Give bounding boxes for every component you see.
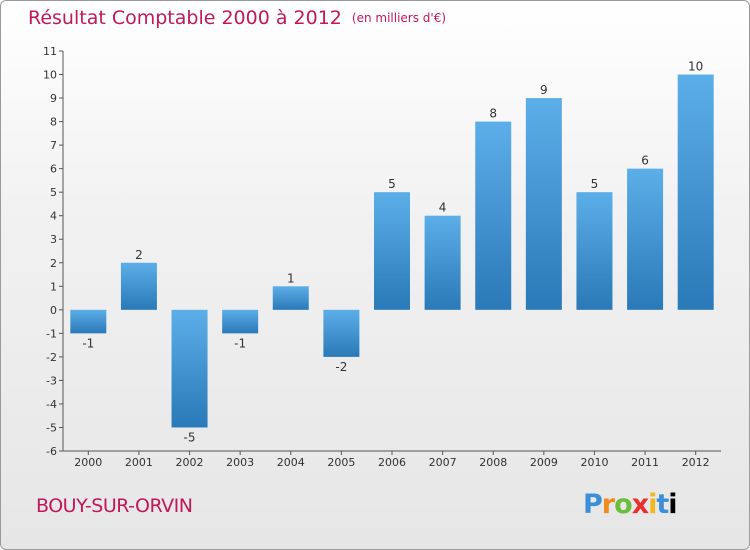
bar — [677, 74, 714, 310]
chart-title-text: Résultat Comptable 2000 à 2012 — [28, 7, 342, 29]
x-tick-label: 2000 — [74, 456, 102, 469]
data-label: 4 — [439, 201, 447, 215]
data-label: 2 — [135, 248, 143, 262]
bar — [627, 168, 664, 310]
y-tick-label: 9 — [50, 92, 57, 105]
y-tick-label: -1 — [46, 327, 57, 340]
bar — [171, 309, 208, 428]
bar — [424, 215, 461, 310]
y-tick-label: -4 — [46, 398, 57, 411]
bar — [576, 192, 613, 310]
y-tick-label: 1 — [50, 280, 57, 293]
x-tick-label: 2009 — [530, 456, 558, 469]
y-tick-label: 2 — [50, 257, 57, 270]
bar — [475, 121, 512, 310]
bar — [120, 262, 157, 310]
bar — [323, 309, 360, 357]
y-tick-label: 8 — [50, 116, 57, 129]
data-label: 6 — [641, 154, 649, 168]
bar — [70, 309, 107, 334]
bar — [374, 192, 410, 310]
x-tick-label: 2001 — [125, 456, 153, 469]
y-tick-label: -3 — [46, 374, 57, 387]
y-tick-label: -2 — [46, 351, 57, 364]
data-label: -1 — [234, 336, 246, 350]
y-tick-label: 3 — [50, 233, 57, 246]
y-tick-label: 5 — [50, 186, 57, 199]
y-tick-label: 0 — [50, 304, 57, 317]
bar — [222, 309, 259, 334]
x-tick-label: 2005 — [327, 456, 355, 469]
data-label: 9 — [540, 83, 548, 97]
y-tick-label: 11 — [43, 45, 57, 58]
x-tick-label: 2002 — [176, 456, 204, 469]
y-tick-label: 4 — [50, 210, 57, 223]
x-tick-label: 2004 — [277, 456, 305, 469]
data-label: -1 — [82, 336, 94, 350]
y-tick-label: 7 — [50, 139, 57, 152]
proxiti-logo: Proxiti — [583, 489, 678, 520]
data-label: 1 — [287, 271, 295, 285]
data-label: 8 — [489, 107, 497, 121]
bar — [525, 98, 562, 310]
x-tick-label: 2010 — [580, 456, 608, 469]
chart-unit: (en milliers d'€) — [351, 11, 447, 25]
data-label: 5 — [591, 177, 599, 191]
chart-title: Résultat Comptable 2000 à 2012 (en millie… — [28, 7, 446, 29]
y-tick-label: -5 — [46, 421, 57, 434]
data-label: 10 — [688, 60, 703, 74]
x-tick-label: 2003 — [226, 456, 254, 469]
x-tick-label: 2006 — [378, 456, 406, 469]
x-tick-label: 2012 — [682, 456, 710, 469]
x-tick-label: 2007 — [429, 456, 457, 469]
x-tick-label: 2008 — [479, 456, 507, 469]
data-label: 5 — [388, 177, 396, 191]
y-tick-label: 6 — [50, 163, 57, 176]
y-tick-label: 10 — [43, 69, 57, 82]
data-label: -5 — [184, 430, 196, 444]
y-tick-label: -6 — [46, 445, 57, 458]
place-name: BOUY-SUR-ORVIN — [36, 495, 193, 517]
data-label: -2 — [335, 360, 347, 374]
x-tick-label: 2011 — [631, 456, 659, 469]
bar — [272, 286, 309, 310]
